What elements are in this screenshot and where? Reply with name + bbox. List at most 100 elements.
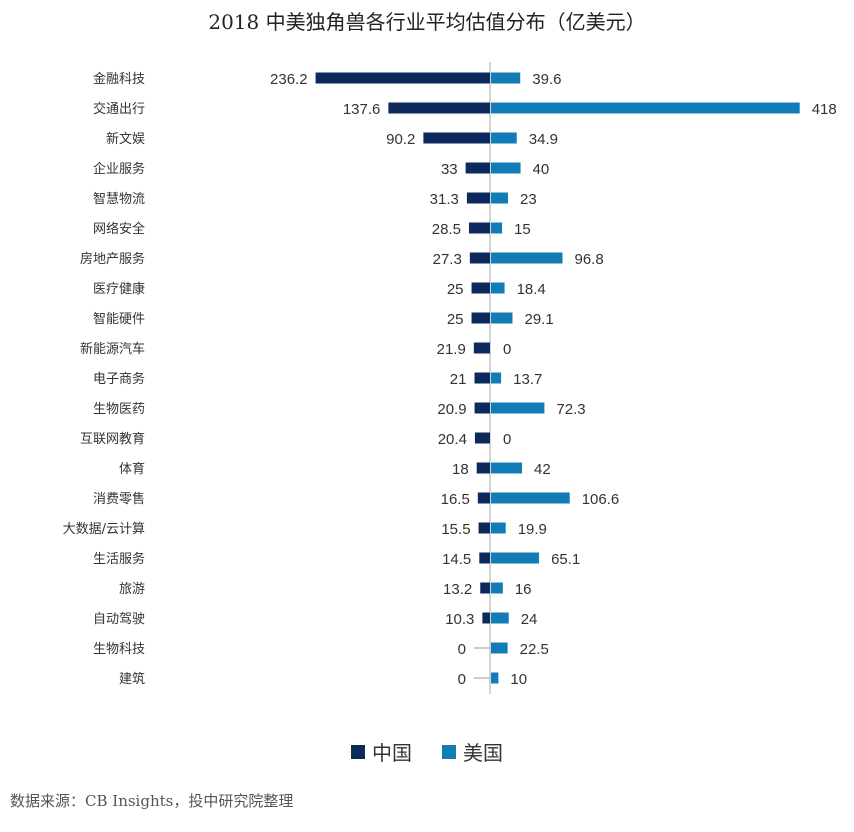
bar-usa [491, 612, 509, 624]
category-label: 医疗健康 [93, 281, 145, 297]
category-label: 旅游 [119, 582, 145, 597]
bar-usa [491, 522, 506, 534]
category-label: 消费零售 [93, 491, 145, 507]
data-label-usa: 65.1 [551, 551, 580, 568]
legend-swatch-usa [442, 744, 456, 759]
bar-usa [491, 102, 800, 114]
category-label: 生活服务 [93, 551, 145, 567]
bar-usa [491, 642, 508, 654]
data-label-china: 27.3 [433, 251, 462, 268]
data-label-usa: 96.8 [574, 251, 603, 268]
bar-usa [491, 462, 523, 474]
data-label-usa: 16 [515, 581, 532, 598]
legend-item-china: 中国 [351, 737, 412, 766]
data-label-usa: 24 [521, 611, 538, 628]
data-label-usa: 72.3 [556, 401, 585, 418]
bar-china [478, 522, 490, 534]
data-label-usa: 18.4 [517, 281, 546, 298]
category-label: 大数据/云计算 [63, 522, 145, 537]
data-label-usa: 22.5 [520, 641, 549, 658]
bar-usa [491, 402, 545, 414]
data-label-china: 14.5 [442, 551, 471, 568]
data-label-china: 13.2 [443, 581, 472, 598]
data-label-china: 90.2 [386, 131, 415, 148]
data-label-china: 137.6 [343, 101, 381, 118]
bar-china [315, 72, 490, 84]
legend-label-china: 中国 [372, 741, 412, 765]
data-label-china: 16.5 [441, 491, 470, 508]
category-label: 企业服务 [93, 161, 145, 177]
bar-usa [491, 312, 513, 324]
data-label-china: 28.5 [432, 221, 461, 238]
category-label: 互联网教育 [80, 431, 145, 447]
data-label-usa: 42 [534, 461, 551, 478]
bar-usa [491, 552, 540, 564]
bar-usa [491, 372, 502, 384]
bar-china [471, 312, 490, 324]
category-label: 建筑 [119, 671, 145, 687]
data-label-china: 25 [447, 281, 464, 298]
data-label-usa: 0 [503, 341, 511, 358]
category-label: 体育 [119, 461, 145, 477]
data-label-usa: 23 [520, 191, 537, 208]
data-label-china: 0 [458, 671, 466, 688]
category-label: 智慧物流 [93, 191, 145, 207]
category-label: 房地产服务 [80, 251, 145, 267]
category-label: 交通出行 [93, 101, 145, 117]
bar-china [474, 432, 490, 444]
category-label: 生物医药 [93, 402, 145, 417]
data-label-usa: 19.9 [518, 521, 547, 538]
category-label: 新文娱 [106, 131, 145, 147]
category-label: 自动驾驶 [93, 612, 145, 627]
data-label-usa: 39.6 [532, 71, 561, 88]
data-label-china: 20.9 [437, 401, 466, 418]
data-label-china: 21 [450, 371, 467, 388]
bar-china [423, 132, 490, 144]
data-label-china: 31.3 [430, 191, 459, 208]
data-label-usa: 10 [510, 671, 527, 688]
data-label-china: 20.4 [438, 431, 467, 448]
bar-china [469, 252, 490, 264]
category-label: 电子商务 [93, 371, 145, 387]
data-label-china: 10.3 [445, 611, 474, 628]
bar-usa [491, 192, 508, 204]
legend-swatch-china [351, 744, 365, 759]
bar-usa [491, 672, 499, 684]
bar-china [465, 162, 490, 174]
data-label-china: 21.9 [437, 341, 466, 358]
bar-china [466, 192, 490, 204]
bar-china [476, 462, 490, 474]
bar-usa [491, 162, 521, 174]
data-label-china: 0 [458, 641, 466, 658]
bar-china [471, 282, 490, 294]
data-label-usa: 34.9 [529, 131, 558, 148]
category-label: 金融科技 [93, 71, 145, 87]
data-label-usa: 418 [812, 101, 837, 118]
bar-china [482, 612, 490, 624]
bar-usa [491, 222, 503, 234]
bar-china [473, 342, 490, 354]
bar-china [388, 102, 490, 114]
bar-china [468, 222, 490, 234]
data-label-china: 33 [441, 161, 458, 178]
chart-legend: 中国 美国 [0, 737, 854, 766]
data-label-china: 236.2 [270, 71, 308, 88]
bar-china [477, 492, 490, 504]
data-label-usa: 13.7 [513, 371, 542, 388]
bar-china [474, 402, 490, 414]
data-label-china: 18 [452, 461, 469, 478]
category-label: 智能硬件 [93, 312, 145, 327]
category-label: 新能源汽车 [80, 341, 145, 357]
data-label-usa: 29.1 [524, 311, 553, 328]
data-label-usa: 106.6 [582, 491, 620, 508]
legend-label-usa: 美国 [463, 741, 503, 765]
source-note: 数据来源：CB Insights，投中研究院整理 [10, 792, 294, 810]
legend-item-usa: 美国 [442, 737, 503, 766]
bar-usa [491, 492, 570, 504]
category-label: 网络安全 [93, 221, 145, 237]
bar-china [479, 552, 490, 564]
bar-usa [491, 252, 563, 264]
data-label-usa: 0 [503, 431, 511, 448]
bar-usa [491, 72, 521, 84]
